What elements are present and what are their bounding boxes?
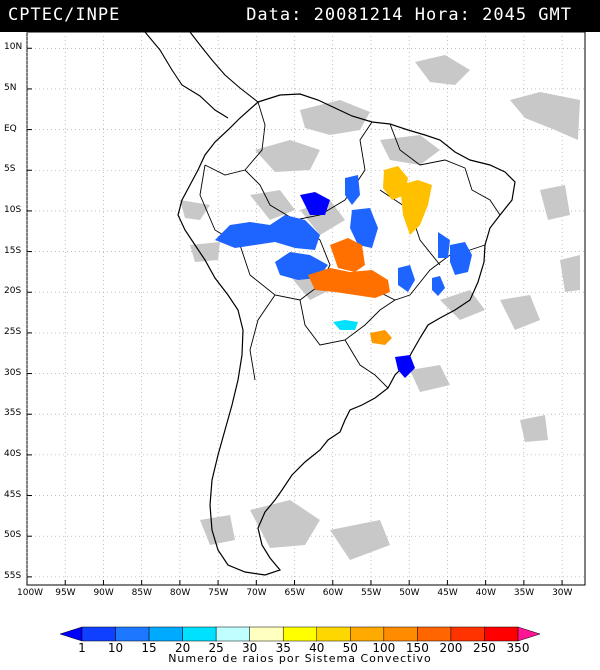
colorbar-label: 50	[342, 641, 358, 655]
colorbar-segment	[148, 626, 183, 642]
storm-cell	[215, 215, 320, 250]
colorbar-label: 15	[141, 641, 157, 655]
colorbar-label: 200	[439, 641, 463, 655]
south-america-coastline	[177, 93, 516, 576]
storm-systems	[215, 166, 472, 378]
graticule	[26, 32, 585, 585]
central-america-coastline	[144, 31, 229, 119]
colorbar-label: 1	[78, 641, 86, 655]
colorbar-label: 350	[506, 641, 530, 655]
colorbar-segment	[350, 626, 385, 642]
colorbar-label: 150	[405, 641, 429, 655]
lon-label: 65W	[284, 588, 305, 598]
colorbar-segment	[316, 626, 351, 642]
storm-cell	[432, 276, 445, 296]
lon-label: 100W	[17, 588, 44, 598]
central-america-coastline-south	[189, 31, 259, 103]
colorbar-label: 20	[174, 641, 191, 655]
colorbar-segment	[81, 626, 116, 642]
lon-label: 95W	[55, 588, 76, 598]
storm-cell	[400, 180, 432, 235]
storm-cell	[330, 238, 365, 272]
colorbar-segment	[115, 626, 150, 642]
lat-label: 20S	[4, 286, 22, 297]
colorbar-label: 250	[473, 641, 496, 655]
lon-label: 55W	[360, 588, 382, 598]
storm-cell	[438, 232, 450, 258]
lon-label: 40W	[475, 588, 496, 598]
storm-cell	[333, 320, 358, 330]
lat-label: 40S	[4, 448, 22, 459]
lat-label: 45S	[4, 489, 22, 500]
colorbar-segment	[215, 626, 250, 642]
colorbar-label: 40	[309, 641, 325, 655]
lat-label: 10N	[4, 42, 23, 53]
lon-label: 80W	[169, 588, 191, 598]
colorbar-segment	[450, 626, 485, 642]
storm-cell	[308, 268, 390, 298]
lat-label: 35S	[4, 408, 22, 419]
colorbar-segment	[417, 626, 452, 642]
storm-cell	[345, 175, 360, 205]
agency-label: CPTEC/INPE	[8, 5, 121, 25]
colorbar-segment	[249, 626, 284, 642]
map-header: CPTEC/INPE Data: 20081214 Hora: 2045 GMT	[0, 0, 600, 32]
storm-cell	[300, 192, 330, 215]
storm-cell	[350, 208, 378, 248]
lat-label: 10S	[4, 204, 22, 215]
lon-label: 60W	[322, 588, 344, 598]
colorbar-label: 100	[372, 641, 396, 655]
colorbar-segment	[484, 626, 519, 642]
storm-cell	[398, 265, 415, 292]
lat-ticks	[27, 47, 32, 578]
colorbar-segment	[383, 626, 418, 642]
colorbar-label: 30	[242, 641, 258, 655]
lon-label: 85W	[131, 588, 153, 598]
colorbar-segment	[282, 626, 318, 642]
colorbar-label: 10	[107, 641, 124, 655]
colorbar-min-arrow	[59, 626, 83, 642]
colorbar	[59, 626, 541, 642]
storm-cell	[370, 330, 392, 345]
lat-label: 30S	[4, 367, 22, 378]
lat-label: EQ	[4, 123, 17, 134]
lon-label: 70W	[246, 588, 267, 598]
storm-cell	[450, 242, 472, 275]
lon-ticks	[26, 580, 563, 585]
colorbar-title: Numero de raios por Sistema Convectivo	[168, 652, 432, 665]
lon-label: 50W	[399, 588, 420, 598]
lon-label: 90W	[93, 588, 114, 598]
lat-label: 5N	[4, 82, 17, 93]
lon-label: 35W	[513, 588, 535, 598]
colorbar-segment	[182, 626, 217, 642]
lat-label: 50S	[4, 530, 22, 541]
colorbar-label: 25	[208, 641, 224, 655]
lon-label: 30W	[552, 588, 573, 598]
lon-label: 45W	[437, 588, 458, 598]
lat-label: 25S	[4, 326, 22, 337]
lat-label: 5S	[4, 164, 16, 175]
colorbar-label: 35	[275, 641, 291, 655]
lon-label: 75W	[208, 588, 229, 598]
colorbar-max-arrow	[517, 626, 541, 642]
lat-label: 15S	[4, 245, 22, 256]
lat-label: 55S	[4, 570, 22, 581]
timestamp-label: Data: 20081214 Hora: 2045 GMT	[246, 5, 572, 25]
storm-cell	[395, 355, 415, 378]
